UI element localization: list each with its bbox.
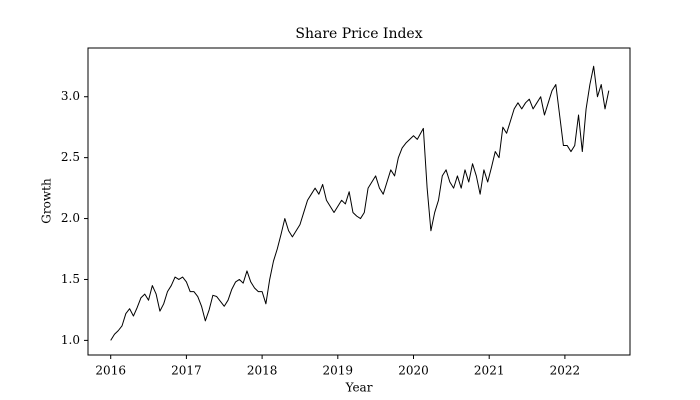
x-axis-label: Year: [345, 381, 373, 395]
x-tick-label: 2016: [95, 364, 126, 378]
price-line: [110, 65, 610, 341]
y-tick-label: 1.0: [61, 333, 80, 347]
x-tick-label: 2018: [247, 364, 278, 378]
y-tick-label: 2.5: [61, 150, 80, 164]
x-tick-label: 2017: [171, 364, 202, 378]
y-tick-label: 3.0: [61, 89, 80, 103]
chart-title: Share Price Index: [295, 26, 422, 42]
x-tick-label: 2020: [398, 364, 429, 378]
y-tick-label: 2.0: [61, 211, 80, 225]
x-tick-label: 2019: [323, 364, 354, 378]
x-tick-label: 2022: [550, 364, 581, 378]
x-tick-label: 2021: [474, 364, 505, 378]
plot-frame: [87, 47, 631, 356]
y-tick-label: 1.5: [61, 272, 80, 286]
y-axis-label: Growth: [40, 178, 54, 224]
